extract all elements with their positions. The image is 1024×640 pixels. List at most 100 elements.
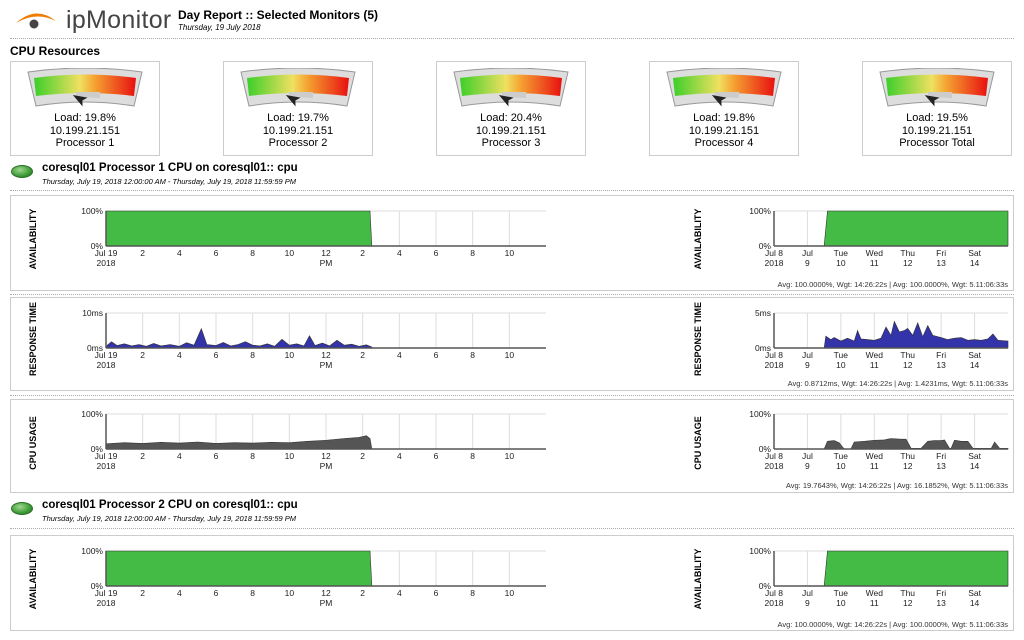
- x-tick-label: Jul 8: [765, 588, 783, 598]
- x-tick-label: 12: [321, 451, 331, 461]
- panel-label: RESPONSE TIME: [28, 294, 38, 384]
- y-tick-label: 10ms: [82, 308, 103, 318]
- x-tick-sublabel: 14: [970, 360, 980, 370]
- x-tick-label: 2: [140, 350, 145, 360]
- x-tick-label: Fri: [936, 350, 946, 360]
- x-tick-label: Jul 8: [765, 451, 783, 461]
- x-tick-label: Sat: [968, 588, 981, 598]
- x-tick-label: Jul: [802, 588, 813, 598]
- series-area: [823, 550, 1009, 587]
- x-tick-sublabel: 2018: [765, 258, 784, 268]
- day-cpu-chart: Jul 19 2018 2 4 6 8 10 12 PM 2 4 6 8 10 0% 100%: [61, 405, 601, 479]
- y-tick-label: 100%: [749, 409, 771, 419]
- x-tick-label: 12: [321, 350, 331, 360]
- y-tick-label: 0%: [91, 581, 104, 591]
- x-tick-sublabel: 10: [836, 258, 846, 268]
- series-area: [823, 320, 1009, 349]
- x-tick-sublabel: 11: [870, 598, 879, 608]
- availability-panel: AVAILABILITY AVAILABILITY Jul 19 2018 2 4 6 8…: [10, 195, 1014, 291]
- x-tick-label: 6: [434, 588, 439, 598]
- summary-text: Avg: 100.0000%, Wgt: 14:26:22s | Avg: 10…: [777, 620, 1008, 629]
- gauge-name: Processor 4: [694, 137, 754, 149]
- x-tick-label: Jul: [802, 350, 813, 360]
- monitor-title[interactable]: coresql01 Processor 1 CPU on coresql01::…: [42, 162, 298, 174]
- y-tick-label: 0ms: [87, 343, 103, 353]
- panel-label: AVAILABILITY: [693, 548, 703, 610]
- gauge-name: Processor 3: [481, 137, 541, 149]
- series-area: [105, 210, 373, 247]
- x-tick-label: Tue: [834, 588, 849, 598]
- monitor-status-icon: [11, 165, 33, 178]
- x-tick-label: 8: [470, 588, 475, 598]
- availability-panel: AVAILABILITY AVAILABILITY Jul 19 2018 2 4 6 8…: [10, 535, 1014, 631]
- x-tick-label: Thu: [900, 451, 915, 461]
- x-tick-sublabel: PM: [320, 598, 333, 608]
- x-tick-label: 10: [285, 350, 295, 360]
- series-area: [823, 438, 1009, 450]
- gauge-name: Processor 1: [55, 137, 115, 149]
- gauge-dial-icon: [879, 68, 995, 107]
- gauge-ip: 10.199.21.151: [688, 124, 760, 137]
- gauge-ip: 10.199.21.151: [49, 124, 121, 137]
- report-date: Thursday, 19 July 2018: [178, 23, 261, 32]
- gauge-load: Load: 19.5%: [906, 112, 968, 124]
- y-tick-label: 100%: [81, 409, 103, 419]
- x-tick-sublabel: PM: [320, 461, 333, 471]
- x-tick-label: 10: [505, 350, 515, 360]
- x-tick-label: 6: [434, 350, 439, 360]
- x-tick-label: 8: [470, 248, 475, 258]
- y-tick-label: 0%: [759, 241, 772, 251]
- monitor-title[interactable]: coresql01 Processor 2 CPU on coresql01::…: [42, 499, 298, 511]
- y-tick-label: 100%: [81, 206, 103, 216]
- x-tick-label: 10: [285, 248, 295, 258]
- x-tick-label: 8: [250, 588, 255, 598]
- x-tick-sublabel: 10: [836, 598, 846, 608]
- gauge-name: Processor 2: [268, 137, 328, 149]
- x-tick-label: 4: [397, 248, 402, 258]
- x-tick-label: 2: [360, 588, 365, 598]
- monitor-range: Thursday, July 19, 2018 12:00:00 AM - Th…: [42, 177, 297, 186]
- gauge-ip: 10.199.21.151: [901, 124, 973, 137]
- x-tick-sublabel: 11: [870, 461, 879, 471]
- summary-text: Avg: 100.0000%, Wgt: 14:26:22s | Avg: 10…: [777, 280, 1008, 289]
- x-tick-sublabel: 13: [936, 598, 946, 608]
- x-tick-label: Fri: [936, 451, 946, 461]
- x-tick-label: 6: [214, 248, 219, 258]
- gauge-load: Load: 19.7%: [267, 112, 329, 124]
- x-tick-sublabel: 13: [936, 461, 946, 471]
- series-area: [105, 435, 373, 450]
- x-tick-sublabel: 11: [870, 258, 879, 268]
- gauge-card: Load: 19.8% 10.199.21.151 Processor 1: [10, 61, 160, 156]
- x-tick-sublabel: 2018: [97, 598, 116, 608]
- x-tick-label: 10: [505, 248, 515, 258]
- x-tick-sublabel: 2018: [765, 598, 784, 608]
- panel-label: CPU USAGE: [28, 416, 38, 470]
- series-area: [105, 550, 373, 587]
- x-tick-sublabel: 10: [836, 461, 846, 471]
- gauge-dial-icon: [240, 68, 356, 107]
- gauge-load: Load: 19.8%: [693, 112, 755, 124]
- y-tick-label: 0%: [759, 581, 772, 591]
- divider: [10, 38, 1014, 39]
- x-tick-label: Wed: [866, 451, 884, 461]
- brand-name: ipMonitor: [66, 6, 172, 34]
- gauge-load: Load: 20.4%: [480, 112, 542, 124]
- week-response-chart: Jul 8 2018 Jul 9 Tue 10 Wed 11 Thu 12 Fri 13 Sat 14 0m…: [729, 304, 1019, 378]
- x-tick-sublabel: 14: [970, 258, 980, 268]
- gauge-name: Processor Total: [899, 137, 975, 149]
- gauge-ip: 10.199.21.151: [475, 124, 547, 137]
- x-tick-label: Jul 19: [95, 588, 118, 598]
- divider: [10, 190, 1014, 191]
- x-tick-sublabel: 14: [970, 598, 980, 608]
- summary-text: Avg: 0.8712ms, Wgt: 14:26:22s | Avg: 1.4…: [787, 379, 1008, 388]
- x-tick-label: 12: [321, 248, 331, 258]
- gauge-dial-icon: [27, 68, 143, 107]
- x-tick-label: 4: [177, 248, 182, 258]
- x-tick-sublabel: 2018: [765, 461, 784, 471]
- week-availability-chart: Jul 8 2018 Jul 9 Tue 10 Wed 11 Thu 12 Fri 13 Sat 14 0%…: [729, 542, 1019, 616]
- x-tick-label: 2: [360, 451, 365, 461]
- x-tick-label: 8: [250, 350, 255, 360]
